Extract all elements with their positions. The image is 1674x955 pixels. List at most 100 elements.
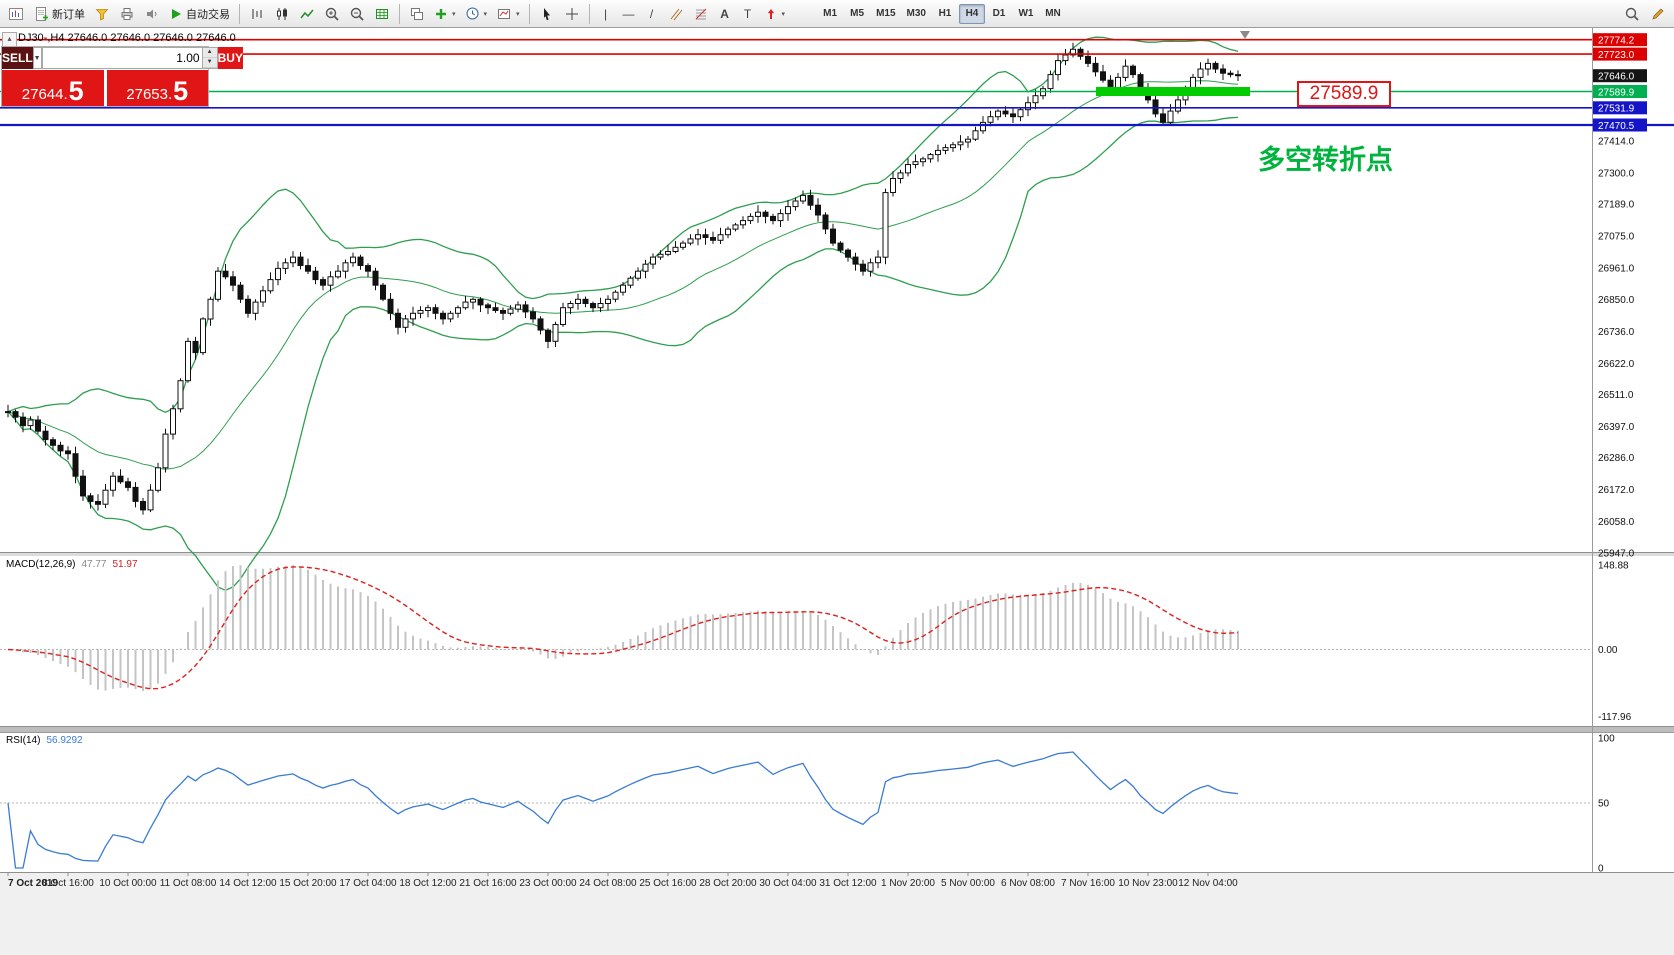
text-icon: A — [720, 6, 729, 21]
add-indicator-icon — [436, 8, 446, 19]
sell-price[interactable]: 27644. 5 — [2, 70, 104, 106]
line-chart-icon — [300, 9, 314, 18]
svg-text:26058.0: 26058.0 — [1598, 517, 1635, 528]
zoom-in-button[interactable] — [320, 3, 344, 25]
zoom-out-icon — [350, 7, 364, 21]
template-icon — [498, 8, 511, 19]
macd-panel[interactable]: 148.88 0.00 -117.96 — [0, 561, 1632, 723]
volume-input[interactable] — [42, 48, 202, 68]
svg-text:12 Nov 04:00: 12 Nov 04:00 — [1178, 878, 1238, 889]
arrows-button[interactable] — [760, 3, 790, 25]
line-chart-button[interactable] — [295, 3, 319, 25]
vertical-line-button[interactable]: | — [595, 3, 617, 25]
sell-price-main: 27644. — [21, 86, 68, 103]
svg-text:0.00: 0.00 — [1598, 645, 1618, 656]
timeframe-d1-button[interactable]: D1 — [986, 4, 1012, 24]
svg-text:7 Nov 16:00: 7 Nov 16:00 — [1061, 878, 1115, 889]
channel-button[interactable] — [664, 3, 688, 25]
timeframe-m5-button[interactable]: M5 — [844, 4, 870, 24]
one-click-collapse-button[interactable]: ▴ — [2, 32, 17, 47]
rsi-indicator-label: RSI(14) 56.9292 — [6, 735, 83, 746]
pencil-icon — [1652, 8, 1664, 20]
chevron-down-icon: ▼ — [33, 54, 41, 62]
toolbar-right-group — [1620, 3, 1670, 25]
svg-text:-117.96: -117.96 — [1598, 712, 1632, 723]
new-chart-button[interactable] — [4, 3, 28, 25]
chart-canvas[interactable]: 27414.0 27300.0 27189.0 27075.0 26961.0 26850… — [0, 28, 1674, 955]
svg-text:10 Nov 23:00: 10 Nov 23:00 — [1118, 878, 1178, 889]
rsi-panel[interactable]: 100 50 0 — [0, 734, 1615, 875]
volume-field: ▲ ▼ — [41, 47, 218, 69]
crosshair-button[interactable] — [560, 3, 584, 25]
cursor-button[interactable] — [535, 3, 559, 25]
print-button[interactable] — [115, 3, 139, 25]
edit-button[interactable] — [1646, 3, 1670, 25]
svg-text:50: 50 — [1598, 799, 1610, 810]
sell-button[interactable]: SELL — [2, 47, 33, 69]
svg-text:27470.5: 27470.5 — [1598, 121, 1635, 132]
candlestick-series[interactable] — [5, 42, 1241, 515]
horizontal-line-icon: — — [622, 6, 635, 21]
timeframe-w1-button[interactable]: W1 — [1013, 4, 1039, 24]
chart-title: DJ30-,H4 27646.0 27646.0 27646.0 27646.0 — [18, 32, 236, 44]
text-button[interactable]: A — [714, 3, 736, 25]
svg-text:26850.0: 26850.0 — [1598, 295, 1635, 306]
vertical-line-icon: | — [603, 6, 608, 21]
volume-decrease-button[interactable]: ▼ — [202, 58, 217, 68]
candlestick-icon — [277, 7, 287, 20]
bar-chart-button[interactable] — [245, 3, 269, 25]
svg-text:27189.0: 27189.0 — [1598, 200, 1635, 211]
indicators-button[interactable] — [430, 3, 460, 25]
svg-text:27531.9: 27531.9 — [1598, 104, 1635, 115]
channel-icon — [670, 8, 682, 20]
strategy-tester-button[interactable] — [370, 3, 394, 25]
svg-text:15 Oct 20:00: 15 Oct 20:00 — [279, 878, 337, 889]
svg-text:24 Oct 08:00: 24 Oct 08:00 — [579, 878, 637, 889]
grid-table-icon — [376, 8, 388, 19]
svg-text:18 Oct 12:00: 18 Oct 12:00 — [399, 878, 457, 889]
svg-text:26172.0: 26172.0 — [1598, 485, 1635, 496]
zoom-out-button[interactable] — [345, 3, 369, 25]
new-order-label: 新订单 — [52, 8, 85, 21]
tile-windows-button[interactable] — [405, 3, 429, 25]
svg-text:27723.0: 27723.0 — [1598, 50, 1635, 61]
price-level-callout[interactable]: 27589.9 — [1297, 81, 1391, 107]
trendline-button[interactable]: / — [641, 3, 663, 25]
rsi-name: RSI(14) — [6, 735, 41, 746]
text-label-button[interactable]: T — [737, 3, 759, 25]
search-button[interactable] — [1620, 3, 1644, 25]
toolbar: 新订单 自动交易 — [0, 0, 1674, 28]
periods-button[interactable] — [461, 3, 492, 25]
horizontal-line-button[interactable]: — — [618, 3, 640, 25]
timeframe-m15-button[interactable]: M15 — [871, 4, 900, 24]
timeframe-h4-button[interactable]: H4 — [958, 3, 985, 24]
bollinger-bands[interactable] — [7, 36, 1239, 592]
timeframe-h1-button[interactable]: H1 — [932, 4, 958, 24]
timeframe-m30-button[interactable]: M30 — [902, 4, 931, 24]
timeframe-group: M1 M5 M15 M30 H1 H4 D1 W1 MN — [817, 3, 1066, 24]
volume-increase-button[interactable]: ▲ — [202, 48, 217, 58]
price-levels[interactable] — [0, 38, 1674, 127]
new-order-button[interactable]: 新订单 — [29, 3, 89, 25]
toolbar-separator — [399, 3, 400, 24]
chart-wizard-button[interactable] — [90, 3, 114, 25]
autotrading-button[interactable]: 自动交易 — [165, 3, 234, 25]
turning-point-note[interactable]: 多空转折点 — [1258, 145, 1393, 175]
alerts-button[interactable] — [140, 3, 164, 25]
chart-shift-marker[interactable] — [1240, 31, 1250, 39]
price-axis[interactable]: 27414.0 27300.0 27189.0 27075.0 26961.0 26850… — [1593, 33, 1647, 559]
svg-text:0: 0 — [1598, 864, 1604, 875]
tile-windows-icon — [411, 7, 423, 20]
timeframe-mn-button[interactable]: MN — [1040, 4, 1066, 24]
order-type-dropdown[interactable]: ▼ — [32, 47, 42, 69]
new-chart-icon — [9, 7, 23, 20]
templates-button[interactable] — [492, 3, 524, 25]
fibonacci-button[interactable] — [689, 3, 713, 25]
svg-text:10 Oct 00:00: 10 Oct 00:00 — [99, 878, 157, 889]
buy-button[interactable]: BUY — [217, 47, 243, 69]
buy-price[interactable]: 27653. 5 — [106, 70, 208, 106]
timeframe-m1-button[interactable]: M1 — [817, 4, 843, 24]
svg-text:27774.2: 27774.2 — [1598, 36, 1635, 47]
candlestick-chart-button[interactable] — [270, 3, 294, 25]
